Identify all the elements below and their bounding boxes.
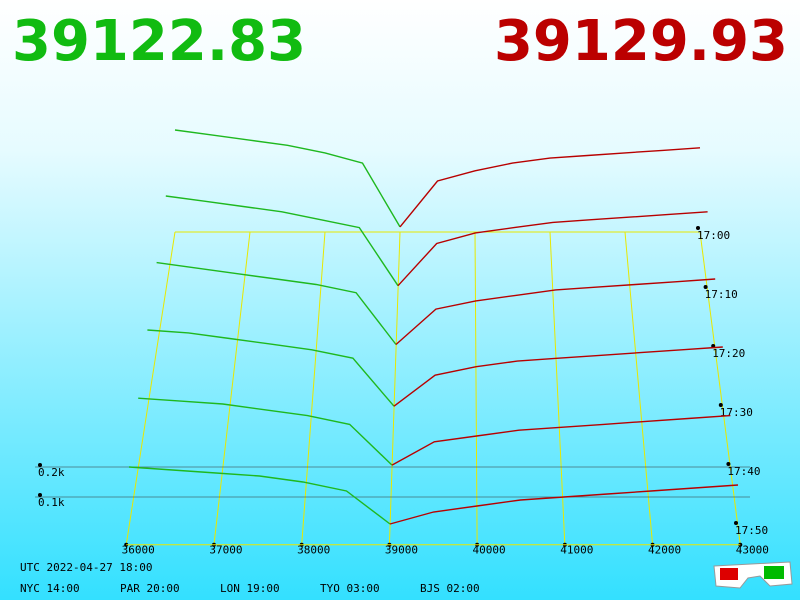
ask-price: 39129.93: [494, 9, 788, 74]
tick-dot: [718, 403, 723, 407]
tick-dot: [734, 521, 738, 525]
city-time: BJS 02:00: [420, 582, 480, 595]
tick-dot: [124, 542, 129, 547]
city-time: NYC 14:00: [20, 582, 80, 595]
x-tick-label: 42000: [648, 544, 681, 557]
x-tick-label: 40000: [473, 544, 506, 557]
bid-depth-line: [156, 261, 397, 345]
tick-dot: [703, 285, 708, 289]
city-time: PAR 20:00: [120, 582, 180, 595]
plot: 36000 37000 38000 39000 40000 41000 42000 43000…: [35, 129, 769, 557]
city-times: NYC 14:00 PAR 20:00 LON 19:00 TYO 03:00 BJS …: [20, 582, 480, 595]
tick-dot: [696, 226, 700, 230]
time-label: 17:20: [712, 347, 745, 360]
z-tick-label: 0.1k: [38, 496, 65, 509]
x-tick-label: 37000: [209, 544, 242, 557]
tick-dot: [726, 462, 731, 466]
bid-depth-line: [128, 466, 391, 525]
time-label: 17:30: [720, 406, 753, 419]
utc-time: UTC 2022-04-27 18:00: [20, 561, 152, 574]
grid-line: [213, 231, 251, 545]
grid-line: [549, 231, 566, 545]
grid-line: [624, 231, 654, 545]
time-label: 17:00: [697, 229, 730, 242]
grid-line: [125, 231, 176, 545]
ask-depth-line: [397, 211, 708, 287]
bid-depth-line: [174, 129, 401, 228]
grid-line: [699, 231, 741, 545]
tick-dot: [38, 493, 42, 497]
bid-price: 39122.83: [12, 9, 306, 74]
time-label: 17:40: [727, 465, 760, 478]
city-time: TYO 03:00: [320, 582, 380, 595]
time-label: 17:50: [735, 524, 768, 537]
tick-dot: [38, 463, 42, 467]
time-label: 17:10: [705, 288, 738, 301]
x-tick-label: 38000: [297, 544, 330, 557]
grid-line: [388, 231, 401, 545]
grid-line: [301, 231, 326, 545]
ask-depth-line: [399, 147, 701, 228]
ask-depth-line: [389, 484, 739, 525]
grid-line: [474, 231, 478, 545]
grid: 36000 37000 38000 39000 40000 41000 42000 43000…: [35, 231, 769, 557]
x-tick-label: 43000: [736, 544, 769, 557]
city-time: LON 19:00: [220, 582, 280, 595]
z-tick-label: 0.2k: [38, 466, 65, 479]
ask-depth-line: [395, 278, 716, 346]
3d-glasses-icon: [713, 561, 793, 589]
bid-depth-line: [165, 195, 399, 287]
x-tick-label: 41000: [560, 544, 593, 557]
bid-depth-line: [138, 397, 393, 466]
bid-depth-line: [147, 329, 395, 407]
x-tick-label: 39000: [385, 544, 418, 557]
x-tick-label: 36000: [122, 544, 155, 557]
ask-depth-line: [393, 346, 723, 407]
ask-depth-line: [391, 414, 731, 466]
